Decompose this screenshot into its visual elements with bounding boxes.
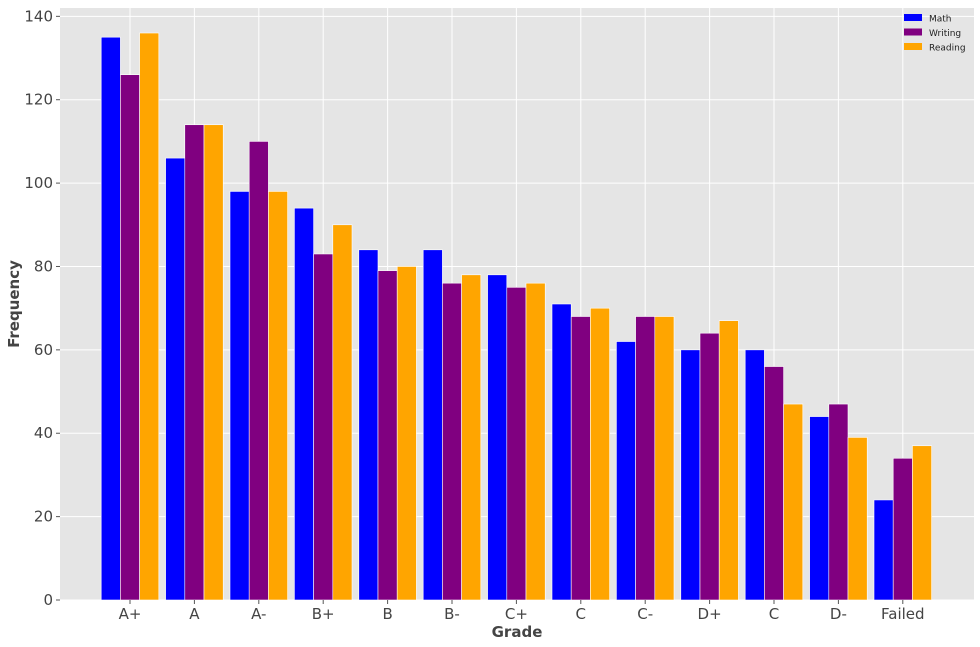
x-tick-label: A+ (119, 605, 142, 623)
bar-writing (764, 366, 784, 601)
legend-swatch-math (904, 14, 922, 21)
bar-reading (654, 316, 675, 601)
x-tick-label: D- (830, 605, 847, 623)
bar-reading (332, 224, 353, 601)
bar-math (680, 349, 701, 601)
x-tick-label: B- (444, 605, 460, 623)
y-tick-label: 120 (24, 91, 53, 109)
x-tick-label: C (576, 605, 586, 623)
bar-writing (248, 141, 269, 601)
y-tick-label: 140 (24, 7, 53, 25)
legend-label-reading: Reading (929, 44, 966, 54)
y-tick-label: 80 (34, 257, 53, 275)
y-tick-label: 20 (34, 508, 53, 526)
bar-reading (268, 191, 288, 601)
y-axis-label: Frequency (5, 260, 23, 348)
bar-writing (313, 253, 334, 601)
x-tick-label: D+ (698, 605, 722, 623)
bar-math (294, 207, 314, 601)
bar-writing (377, 270, 398, 601)
bar-reading (718, 320, 739, 601)
legend-swatch-writing (904, 28, 922, 36)
bar-writing (699, 332, 720, 601)
bar-math (165, 157, 186, 601)
bar-writing (635, 316, 656, 601)
bar-writing (506, 287, 527, 601)
y-axis-ticks: 0 20 40 60 80 100 120 140 (24, 7, 60, 609)
x-tick-label: B (382, 605, 392, 623)
bar-reading (847, 437, 868, 601)
bar-writing (892, 457, 913, 601)
bar-math (616, 341, 636, 601)
x-tick-label: C (769, 605, 779, 623)
x-axis-label: Grade (492, 623, 543, 641)
legend-label-writing: Writing (929, 29, 961, 39)
bar-math (487, 274, 508, 601)
legend-label-math: Math (929, 15, 952, 25)
bar-math (809, 416, 830, 601)
y-tick-label: 0 (43, 591, 53, 609)
bar-reading (461, 274, 482, 601)
x-tick-label: C+ (505, 605, 528, 623)
x-tick-label: B+ (312, 605, 335, 623)
bar-writing (120, 74, 140, 601)
bar-writing (442, 282, 462, 601)
y-tick-label: 60 (34, 341, 53, 359)
bar-math (422, 249, 443, 601)
bar-math (744, 349, 765, 601)
bar-writing (184, 124, 205, 601)
bar-math (358, 249, 379, 601)
x-axis-ticks: A+ A A- B+ B B- C+ C C- D+ C D- Failed (119, 600, 925, 623)
bar-math (229, 191, 250, 601)
bar-math (873, 499, 894, 601)
legend-swatch-reading (904, 43, 922, 50)
bar-reading (783, 403, 804, 601)
bar-reading (912, 445, 932, 601)
x-tick-label: A (189, 605, 200, 623)
bar-writing (828, 403, 849, 601)
bar-math (551, 303, 572, 601)
bar-math (100, 36, 121, 601)
bar-writing (570, 316, 591, 601)
bar-reading (525, 282, 546, 601)
bar-reading (590, 307, 610, 601)
legend: Math Writing Reading (904, 14, 966, 54)
bars (100, 32, 932, 601)
x-tick-label: A- (251, 605, 266, 623)
y-tick-label: 40 (34, 424, 53, 442)
bar-reading (139, 32, 160, 601)
bar-reading (396, 266, 417, 601)
y-tick-label: 100 (24, 174, 53, 192)
x-tick-label: Failed (881, 605, 925, 623)
bar-reading (203, 124, 224, 601)
x-tick-label: C- (637, 605, 653, 623)
